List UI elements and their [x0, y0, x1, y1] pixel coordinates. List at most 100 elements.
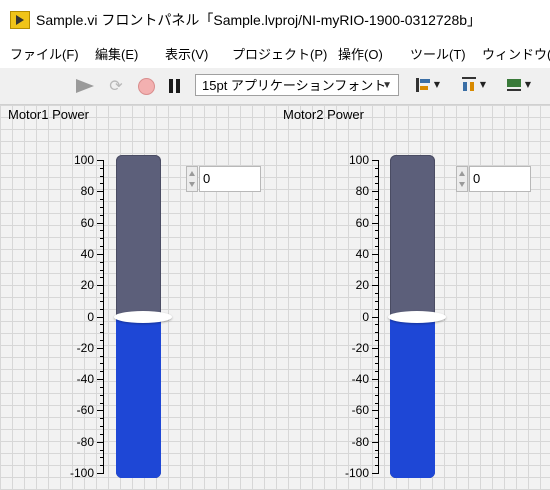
- scale-minor-tick: [375, 449, 379, 451]
- scale-minor-tick: [375, 199, 379, 201]
- scale-minor-tick: [375, 300, 379, 302]
- slide-thumb-motor2[interactable]: [388, 310, 446, 323]
- scale-minor-tick: [375, 277, 379, 279]
- scale-major-tick: [372, 473, 379, 474]
- menu-project[interactable]: プロジェクト(P): [232, 47, 328, 62]
- scale-tick-label: 0: [362, 309, 369, 324]
- menu-tools[interactable]: ツール(T): [410, 47, 466, 62]
- scale-major-tick: [372, 222, 379, 224]
- scale-minor-tick: [100, 371, 104, 373]
- scale-minor-tick: [100, 457, 104, 459]
- slide-thumb-motor1[interactable]: [114, 310, 172, 323]
- scale-major-tick: [372, 347, 379, 349]
- scale-minor-tick: [375, 332, 379, 334]
- increment-decrement-icon[interactable]: [456, 166, 468, 192]
- scale-minor-tick: [100, 339, 104, 341]
- scale-minor-tick: [100, 206, 104, 208]
- scale-minor-tick: [100, 363, 104, 365]
- scale-tick-label: 40: [355, 246, 369, 261]
- slide-scale-motor2: 100 80 60 40 20 0 -20 -40 -60 -80 -100: [339, 153, 379, 480]
- scale-tick-label: 20: [80, 278, 94, 293]
- scale-tick-label: 100: [348, 153, 369, 167]
- scale-minor-tick: [375, 214, 379, 216]
- run-arrow-icon[interactable]: [76, 76, 100, 96]
- scale-major-tick: [372, 160, 379, 161]
- scale-minor-tick: [375, 246, 379, 248]
- scale-minor-tick: [375, 167, 379, 169]
- scale-tick-label: 80: [355, 184, 369, 199]
- scale-tick-label: 60: [355, 215, 369, 230]
- decrement-arrow-icon[interactable]: [459, 182, 465, 187]
- run-continuously-icon[interactable]: ⟳: [109, 76, 123, 95]
- scale-major-tick: [372, 191, 379, 193]
- scale-minor-tick: [100, 324, 104, 326]
- scale-tick-label: -60: [76, 403, 94, 418]
- increment-arrow-icon[interactable]: [459, 171, 465, 176]
- scale-major-tick: [97, 316, 104, 318]
- decrement-arrow-icon[interactable]: [189, 182, 195, 187]
- scale-minor-tick: [375, 324, 379, 326]
- scale-minor-tick: [100, 465, 104, 467]
- menu-operate[interactable]: 操作(O): [338, 47, 383, 62]
- numeric-field-motor1[interactable]: 0: [199, 166, 261, 192]
- labview-vi-icon: [10, 11, 30, 29]
- scale-minor-tick: [100, 402, 104, 404]
- slide-fill-motor2: [390, 316, 435, 478]
- scale-minor-tick: [100, 300, 104, 302]
- scale-minor-tick: [100, 277, 104, 279]
- scale-major-tick: [97, 379, 104, 381]
- scale-major-tick: [97, 285, 104, 287]
- scale-minor-tick: [100, 433, 104, 435]
- increment-decrement-icon[interactable]: [186, 166, 198, 192]
- scale-minor-tick: [375, 371, 379, 373]
- scale-minor-tick: [100, 238, 104, 240]
- scale-tick-label: 60: [80, 215, 94, 230]
- menu-view[interactable]: 表示(V): [165, 47, 209, 62]
- title-bar: Sample.vi フロントパネル「Sample.lvproj/NI-myRIO…: [0, 0, 550, 38]
- scale-major-tick: [97, 347, 104, 349]
- slide-fill-motor1: [116, 316, 161, 478]
- scale-minor-tick: [100, 199, 104, 201]
- abort-icon[interactable]: [136, 76, 156, 96]
- menu-window[interactable]: ウィンドウ(W: [482, 47, 550, 62]
- scale-tick-label: -80: [351, 434, 369, 449]
- scale-minor-tick: [100, 293, 104, 295]
- scale-minor-tick: [375, 269, 379, 271]
- scale-tick-label: -80: [76, 434, 94, 449]
- scale-minor-tick: [100, 167, 104, 169]
- font-select[interactable]: 15pt アプリケーションフォント ▼: [195, 74, 399, 96]
- window-title: Sample.vi フロントパネル「Sample.lvproj/NI-myRIO…: [36, 12, 482, 28]
- scale-major-tick: [97, 253, 104, 255]
- scale-minor-tick: [375, 230, 379, 232]
- align-objects-icon[interactable]: ▼: [414, 76, 440, 94]
- scale-tick-label: -60: [351, 403, 369, 418]
- scale-minor-tick: [375, 386, 379, 388]
- scale-minor-tick: [100, 269, 104, 271]
- scale-tick-label: -100: [344, 466, 369, 480]
- scale-major-tick: [372, 316, 379, 318]
- scale-tick-label: -100: [69, 466, 94, 480]
- scale-tick-label: -40: [76, 372, 94, 387]
- resize-objects-icon[interactable]: ▼: [505, 76, 531, 94]
- scale-minor-tick: [375, 339, 379, 341]
- pause-icon[interactable]: [165, 76, 185, 96]
- scale-minor-tick: [100, 261, 104, 263]
- scale-minor-tick: [375, 206, 379, 208]
- scale-major-tick: [372, 285, 379, 287]
- menu-file[interactable]: ファイル(F): [10, 47, 79, 62]
- menu-edit[interactable]: 編集(E): [95, 47, 139, 62]
- scale-tick-label: 100: [73, 153, 94, 167]
- menu-bar: ファイル(F) 編集(E) 表示(V) プロジェクト(P) 操作(O) ツール(…: [0, 38, 550, 69]
- scale-minor-tick: [375, 183, 379, 185]
- scale-major-tick: [97, 441, 104, 443]
- numeric-field-motor2[interactable]: 0: [469, 166, 531, 192]
- scale-major-tick: [372, 253, 379, 255]
- distribute-objects-icon[interactable]: ▼: [460, 76, 486, 94]
- scale-major-tick: [97, 222, 104, 224]
- scale-minor-tick: [375, 433, 379, 435]
- scale-minor-tick: [375, 308, 379, 310]
- scale-tick-label: -40: [351, 372, 369, 387]
- scale-minor-tick: [375, 293, 379, 295]
- scale-minor-tick: [100, 183, 104, 185]
- increment-arrow-icon[interactable]: [189, 171, 195, 176]
